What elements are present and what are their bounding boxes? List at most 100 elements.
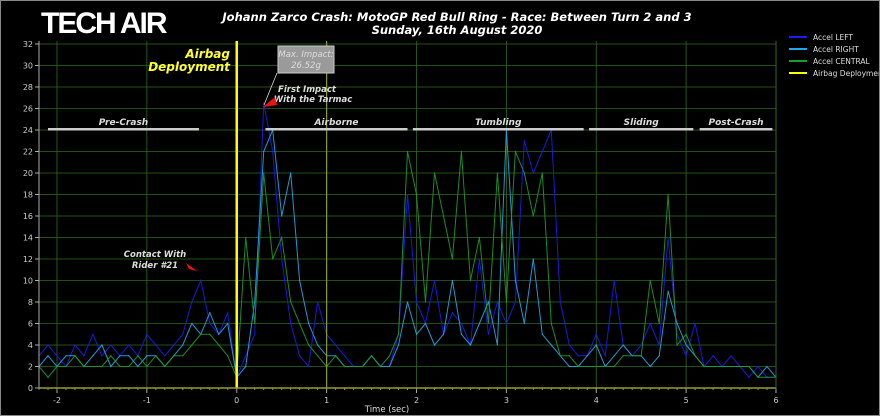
point-accel-central [47,376,49,378]
point-accel-central [667,193,669,196]
point-accel-central [415,193,418,196]
point-accel-left [712,355,714,357]
x-tick-label: 5 [684,396,689,405]
point-accel-central [101,365,103,368]
contact-label-2: Rider #21 [132,261,178,271]
point-accel-right [245,365,247,368]
point-accel-central [272,258,274,260]
point-accel-left [730,355,732,357]
point-accel-central [460,150,463,153]
point-accel-right [487,301,489,303]
point-accel-left [595,333,597,335]
point-accel-central [586,365,588,368]
point-accel-central [550,322,552,325]
x-tick-label: 4 [594,396,599,405]
point-accel-right [460,333,463,335]
x-tick-label: 3 [504,396,509,405]
point-accel-central [694,355,696,357]
contact-label-1: Contact With [124,250,186,260]
point-accel-left [290,322,292,325]
point-accel-left [191,301,193,303]
point-accel-left [640,344,642,346]
point-accel-right [514,279,516,282]
point-accel-central [514,150,516,153]
point-accel-central [640,355,642,357]
point-accel-right [308,322,310,325]
point-accel-central [712,365,714,368]
max-impact-leader [263,72,278,106]
point-accel-central [245,236,247,239]
point-accel-right [541,333,543,335]
point-accel-right [281,215,283,217]
y-tick-label: 12 [23,255,33,264]
point-accel-central [65,365,67,368]
point-accel-right [182,344,184,346]
phase-bar [265,128,408,131]
first-impact-annotation: First Impact With the Tarmac [263,85,352,107]
max-impact-annotation: Max. Impact: 26.52g [263,45,335,106]
point-accel-central [119,365,121,368]
point-accel-right [397,344,400,346]
point-accel-right [92,355,94,357]
x-tick-label: -2 [53,396,61,405]
point-accel-left [110,344,112,346]
max-impact-label: Max. Impact: [278,50,333,60]
first-impact-label-1: First Impact [278,85,337,95]
phase-bar [412,128,584,131]
point-accel-right [676,322,678,325]
point-accel-right [110,365,112,368]
phase-label: Airborne [313,118,358,128]
point-accel-left [523,140,525,142]
y-tick-label: 2 [28,363,33,372]
point-accel-left [685,355,687,357]
point-accel-right [595,344,597,346]
point-accel-left [433,279,436,282]
point-accel-central [433,172,436,174]
point-accel-central [541,172,543,174]
point-accel-right [146,355,148,357]
point-accel-right [388,365,391,368]
point-accel-central [622,355,624,357]
y-tick-label: 14 [23,234,33,243]
point-accel-left [460,322,463,325]
point-accel-central [308,344,310,346]
point-accel-central [370,355,373,357]
point-accel-central [173,355,175,357]
point-accel-right [586,355,588,357]
point-accel-left [568,344,570,346]
logo: TECH AIR [41,7,170,40]
phase-label: Post-Crash [708,118,763,128]
point-accel-right [622,344,624,346]
point-accel-central [469,279,472,282]
point-accel-central [442,215,445,217]
point-accel-central [128,365,130,368]
chart-title: Johann Zarco Crash: MotoGP Red Bull Ring… [220,10,691,24]
x-tick-label: 1 [324,396,329,405]
point-accel-central [83,365,85,368]
point-accel-left [505,322,507,325]
point-accel-left [406,193,409,196]
point-accel-central [595,365,597,368]
point-accel-central [379,365,382,368]
point-accel-left [254,333,256,335]
point-accel-left [209,322,211,325]
point-accel-left [92,333,94,335]
point-accel-central [191,344,193,346]
point-accel-left [541,150,543,153]
point-accel-right [65,355,67,357]
phase-bar [47,128,199,131]
legend-label: Accel RIGHT [813,45,859,54]
point-accel-central [523,172,525,174]
point-accel-left [559,301,561,303]
point-accel-central [613,365,615,368]
point-accel-central [200,333,202,335]
point-accel-central [424,301,427,303]
point-accel-left [308,365,310,368]
point-accel-central [703,365,705,368]
y-tick-label: 24 [23,126,33,135]
point-accel-right [406,301,409,303]
point-accel-right [424,322,427,325]
y-tick-label: 4 [28,341,33,350]
